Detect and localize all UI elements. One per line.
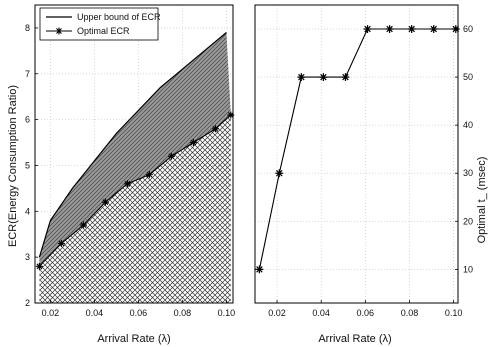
ecr-y-tick-label: 2: [25, 298, 30, 308]
ecr-plot-frame: [34, 4, 234, 304]
optimal-t-plot-background: [255, 5, 458, 303]
ecr-legend-marker-optimal: [55, 27, 63, 35]
ecr-optimal-point: [57, 239, 66, 248]
ecr-optimal-point: [211, 124, 220, 133]
ecr-optimal-point: [145, 170, 154, 179]
optimal-t-x-tick-label: 0.04: [312, 308, 330, 318]
optimal-t-point: [254, 264, 264, 274]
ecr-y-axis-title: ECR(Energy Consumption Ratio): [7, 85, 19, 247]
ecr-legend: Upper bound of ECR Optimal ECR: [39, 7, 161, 41]
ecr-y-tick-label: 7: [25, 69, 30, 79]
optimal-t-x-tick-label: 0.06: [357, 308, 375, 318]
ecr-y-tick-label: 3: [25, 252, 30, 262]
ecr-series-line-upper-bound: [38, 32, 227, 258]
optimal-t-y-tick-label: 10: [463, 264, 473, 274]
ecr-optimal-point: [79, 221, 88, 230]
ecr-legend-label-upper: Upper bound of ECR: [77, 12, 161, 22]
optimal-t-y-tick-label: 30: [463, 168, 473, 178]
ecr-optimal-point: [35, 262, 44, 271]
optimal-t-point: [274, 168, 284, 178]
optimal-t-x-tick-label: 0.02: [268, 308, 286, 318]
optimal-t-point: [385, 24, 395, 34]
optimal-t-grid: [255, 5, 458, 303]
optimal-t-point: [429, 24, 439, 34]
ecr-series-line-optimal: [39, 114, 232, 267]
optimal-t-chart: 0.02 0.04 0.06 0.08 0.10 10 20 30 40 50 60 Optimal…: [254, 4, 488, 345]
ecr-x-tick-label: 0.04: [86, 308, 104, 318]
optimal-t-y-axis-title: Optimal t_ (msec): [476, 157, 488, 244]
optimal-t-axis-ticks: 0.02 0.04 0.06 0.08 0.10 10 20 30 40 50 60: [268, 24, 473, 318]
optimal-t-y-tick-label: 50: [463, 72, 473, 82]
ecr-x-tick-label: 0.10: [218, 308, 236, 318]
ecr-x-axis-title: Arrival Rate (λ): [97, 333, 170, 345]
ecr-optimal-point: [167, 152, 176, 161]
optimal-t-y-tick-label: 60: [463, 24, 473, 34]
ecr-region-above-optimal-hatch: [39, 32, 231, 267]
optimal-t-x-tick-label: 0.10: [445, 308, 463, 318]
optimal-t-point: [363, 24, 373, 34]
optimal-t-point: [407, 24, 417, 34]
optimal-t-point: [296, 72, 306, 82]
ecr-y-tick-label: 4: [25, 206, 30, 216]
optimal-t-x-tick-label: 0.08: [401, 308, 419, 318]
ecr-y-tick-label: 5: [25, 160, 30, 170]
optimal-t-series-line: [258, 28, 456, 270]
ecr-x-tick-label: 0.02: [42, 308, 60, 318]
optimal-t-x-axis-title: Arrival Rate (λ): [318, 333, 391, 345]
optimal-t-plot-frame: [254, 4, 459, 304]
ecr-region-below-optimal: [39, 115, 231, 304]
ecr-x-tick-label: 0.06: [130, 308, 148, 318]
ecr-chart: 0.02 0.04 0.06 0.08 0.10 2 3 4 5 6 7 8 Upper bound …: [7, 4, 235, 345]
optimal-t-y-tick-label: 20: [463, 216, 473, 226]
ecr-x-tick-label: 0.08: [174, 308, 192, 318]
ecr-optimal-point: [189, 138, 198, 147]
optimal-t-point: [340, 72, 350, 82]
ecr-optimal-point: [123, 179, 132, 188]
ecr-axis-ticks: 0.02 0.04 0.06 0.08 0.10 2 3 4 5 6 7 8: [25, 23, 235, 318]
ecr-y-tick-label: 8: [25, 23, 30, 33]
ecr-legend-box: [39, 7, 159, 41]
ecr-y-tick-label: 6: [25, 115, 30, 125]
optimal-t-point: [318, 72, 328, 82]
ecr-optimal-point: [101, 198, 110, 207]
ecr-legend-label-optimal: Optimal ECR: [77, 26, 130, 36]
optimal-t-y-tick-label: 40: [463, 120, 473, 130]
